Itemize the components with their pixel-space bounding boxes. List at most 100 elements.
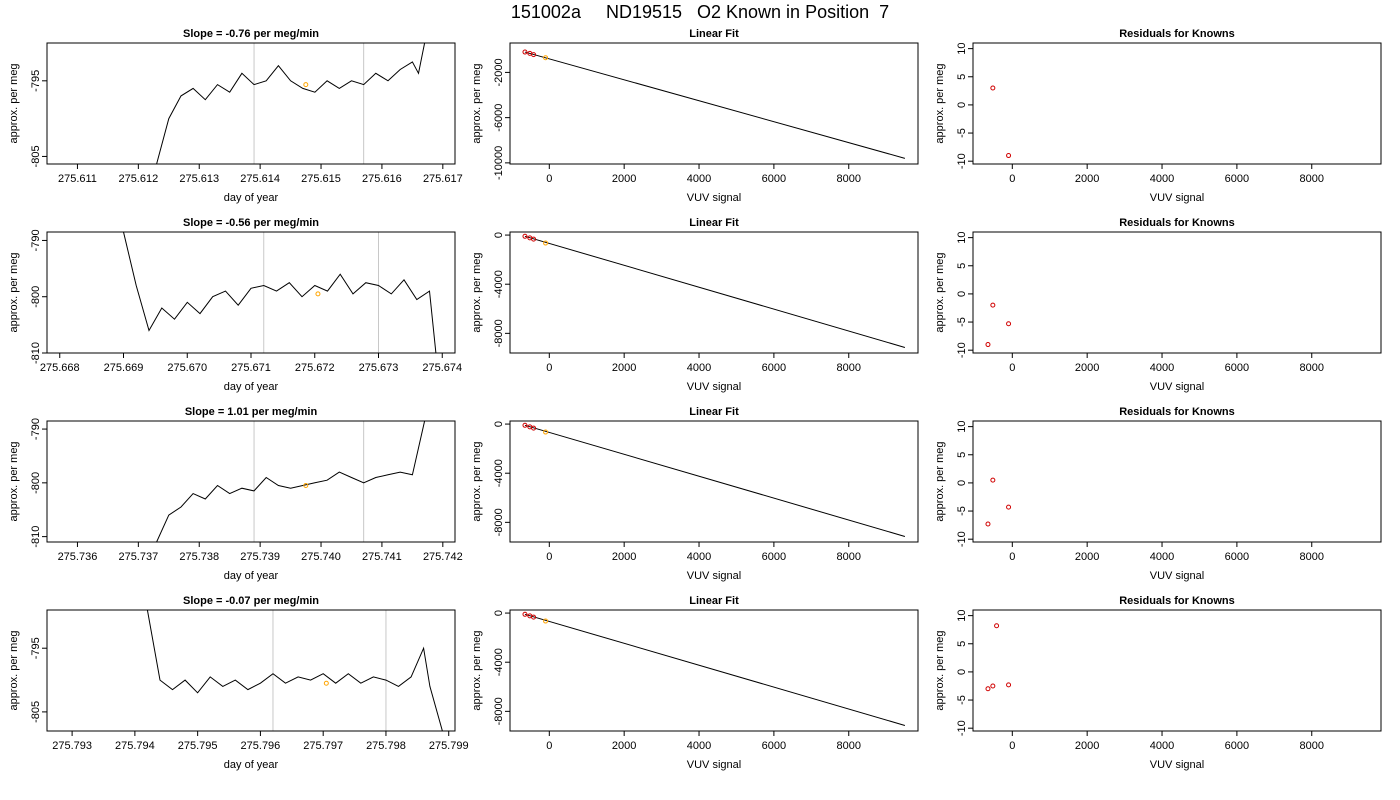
plot-data-layer: [522, 422, 906, 537]
red-data-point: [531, 425, 537, 431]
chart-linear-fit-row-3: Linear Fit 0 2000 4000 6000 8000 0 -4000 -8000 VU…: [471, 406, 919, 582]
fit-line: [524, 235, 906, 348]
red-data-point: [1006, 504, 1012, 510]
plot-data-layer: [146, 610, 443, 731]
x-tick-label: 4000: [687, 740, 711, 752]
x-tick-label: 275.670: [167, 362, 207, 374]
red-data-point: [522, 422, 528, 428]
y-axis-label: approx. per meg: [8, 441, 20, 521]
y-tick-label: -8000: [493, 697, 505, 725]
y-tick-label: 0: [956, 669, 968, 675]
plot-frame: [972, 609, 1382, 732]
orange-data-point: [543, 55, 549, 61]
chart-time-series-row-1: Slope = -0.76 per meg/min 275.611 275.612 2…: [8, 28, 463, 204]
chart-title: Residuals for Knowns: [1119, 217, 1235, 229]
plot-frame: [46, 420, 456, 543]
y-axis-label: approx. per meg: [471, 441, 483, 521]
x-tick-label: 275.795: [178, 740, 218, 752]
plot-frame: [972, 231, 1382, 354]
x-tick-label: 2000: [612, 740, 636, 752]
y-tick-label: 0: [956, 102, 968, 108]
x-tick-label: 275.741: [362, 551, 402, 563]
y-tick-label: -810: [30, 526, 42, 548]
x-tick-label: 6000: [1225, 362, 1249, 374]
y-tick-label: -810: [30, 342, 42, 364]
x-tick-label: 2000: [612, 551, 636, 563]
y-tick-label: 5: [956, 74, 968, 80]
x-tick-label: 275.737: [118, 551, 158, 563]
fit-line: [524, 613, 906, 726]
x-tick-label: 6000: [762, 362, 786, 374]
y-tick-label: 10: [956, 43, 968, 55]
x-tick-label: 6000: [1225, 551, 1249, 563]
y-tick-label: 0: [493, 232, 505, 238]
y-tick-label: 0: [493, 610, 505, 616]
x-axis-label: VUV signal: [1150, 192, 1204, 204]
y-tick-label: -805: [30, 701, 42, 723]
y-axis-label: approx. per meg: [934, 630, 946, 710]
chart-title: Linear Fit: [689, 217, 739, 229]
y-tick-label: 5: [956, 641, 968, 647]
orange-data-point: [543, 429, 549, 435]
y-tick-label: -8000: [493, 319, 505, 347]
x-tick-label: 8000: [837, 362, 861, 374]
x-tick-label: 4000: [1150, 362, 1174, 374]
plot-frame: [46, 609, 456, 732]
chart-title: Residuals for Knowns: [1119, 595, 1235, 607]
orange-data-point: [543, 240, 549, 246]
x-tick-label: 2000: [1075, 173, 1099, 185]
x-tick-label: 8000: [1300, 740, 1324, 752]
y-axis-label: approx. per meg: [471, 63, 483, 143]
y-tick-label: -800: [30, 286, 42, 308]
fit-line: [524, 51, 906, 159]
plot-frame: [509, 609, 919, 732]
red-data-point: [1006, 153, 1012, 159]
x-tick-label: 6000: [762, 551, 786, 563]
chart-residuals-row-1: Residuals for Knowns 0 2000 4000 6000 8000 10 5…: [934, 28, 1382, 204]
y-tick-label: -5: [956, 128, 968, 138]
plot-data-layer: [522, 49, 906, 159]
plot-frame: [46, 231, 456, 354]
red-data-point: [531, 236, 537, 242]
plot-frame: [46, 42, 456, 165]
chart-title: Linear Fit: [689, 406, 739, 418]
orange-data-point: [303, 483, 309, 489]
chart-time-series-row-4: Slope = -0.07 per meg/min 275.793 275.794 2…: [8, 595, 469, 771]
x-tick-label: 275.611: [58, 173, 97, 185]
red-data-point: [985, 686, 991, 692]
x-axis-label: day of year: [224, 570, 279, 582]
x-axis-label: VUV signal: [687, 381, 741, 393]
x-tick-label: 4000: [1150, 173, 1174, 185]
y-tick-label: 10: [956, 421, 968, 433]
red-data-point: [531, 52, 537, 58]
x-tick-label: 8000: [1300, 362, 1324, 374]
x-tick-label: 8000: [1300, 551, 1324, 563]
plot-data-layer: [156, 43, 426, 164]
data-trace-line: [156, 421, 426, 542]
x-tick-label: 275.799: [429, 740, 469, 752]
chart-title: Slope = -0.07 per meg/min: [183, 595, 319, 607]
chart-title: Linear Fit: [689, 28, 739, 40]
y-tick-label: 10: [956, 610, 968, 622]
red-data-point: [522, 49, 528, 55]
x-tick-label: 275.674: [422, 362, 462, 374]
y-tick-label: -4000: [493, 270, 505, 298]
x-tick-label: 8000: [837, 173, 861, 185]
plot-frame: [509, 420, 919, 543]
plot-data-layer: [985, 477, 1012, 527]
y-tick-label: -10: [956, 720, 968, 736]
y-axis-label: approx. per meg: [934, 441, 946, 521]
red-data-point: [531, 614, 537, 620]
chart-linear-fit-row-1: Linear Fit 0 2000 4000 6000 8000 -2000 -6000 -10…: [471, 28, 919, 204]
chart-title: Residuals for Knowns: [1119, 406, 1235, 418]
y-tick-label: -10: [956, 153, 968, 169]
red-data-point: [985, 521, 991, 527]
x-tick-label: 275.613: [179, 173, 219, 185]
x-tick-label: 0: [1009, 551, 1015, 563]
y-tick-label: -10: [956, 531, 968, 547]
chart-title: Residuals for Knowns: [1119, 28, 1235, 40]
x-tick-label: 275.671: [231, 362, 271, 374]
x-tick-label: 275.794: [115, 740, 155, 752]
plot-frame: [972, 420, 1382, 543]
x-tick-label: 6000: [1225, 173, 1249, 185]
